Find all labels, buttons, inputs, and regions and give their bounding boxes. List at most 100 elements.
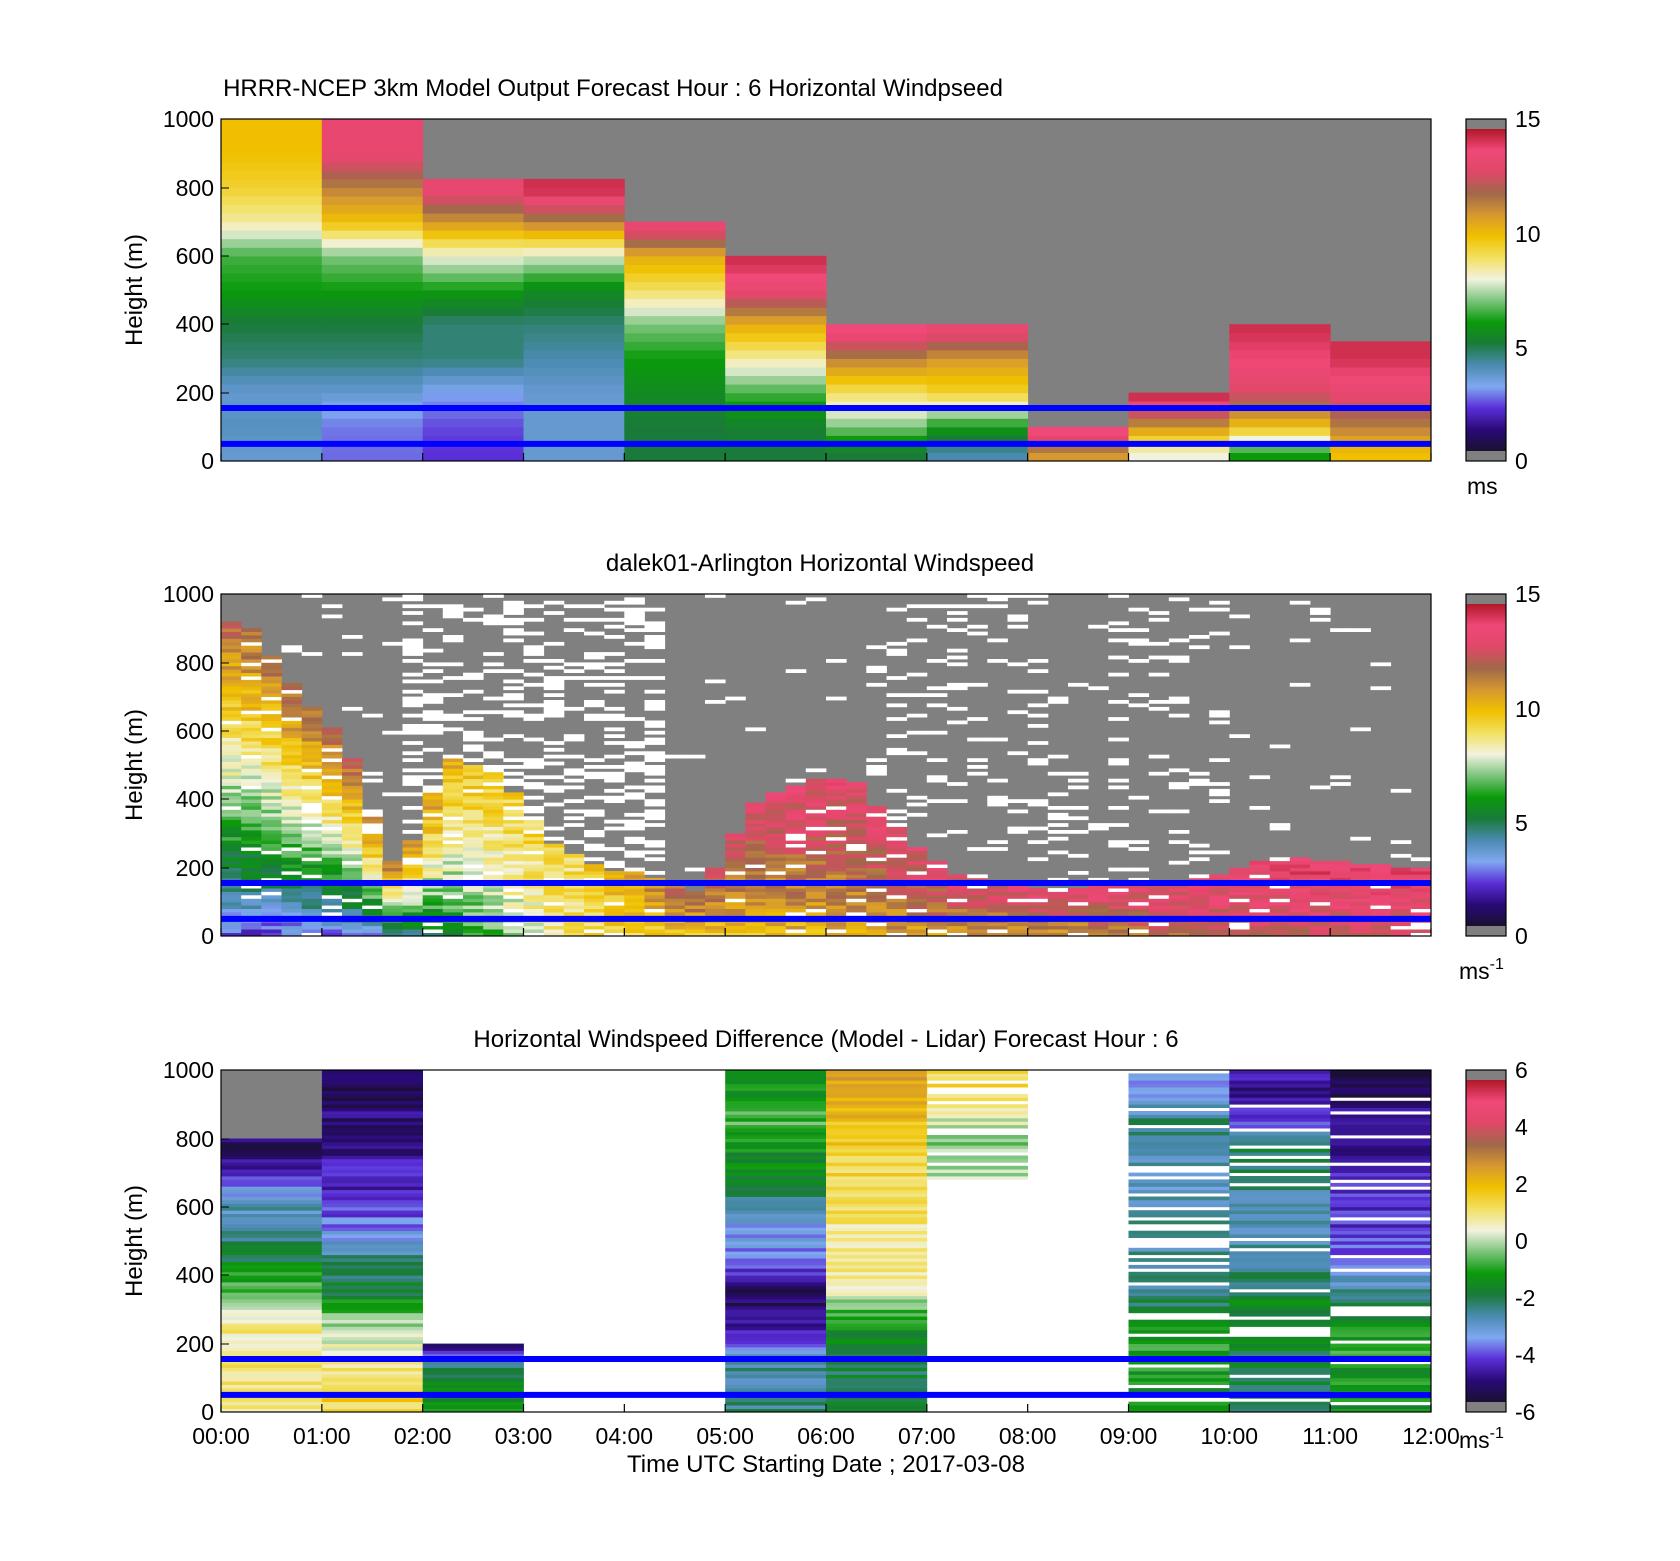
lidar-cell xyxy=(1108,806,1129,810)
lidar-cell xyxy=(362,778,383,783)
lidar-cell xyxy=(886,867,908,872)
diff-cell xyxy=(1330,1152,1432,1156)
lidar-cell xyxy=(503,850,524,855)
lidar-cell xyxy=(886,717,908,721)
model-cell xyxy=(221,307,323,317)
lidar-cell xyxy=(1128,703,1150,708)
diff-cell xyxy=(1229,1169,1331,1173)
lidar-cell xyxy=(906,932,928,937)
model-cell xyxy=(926,409,1029,419)
xtick-label: 00:00 xyxy=(192,1423,250,1449)
lidar-cell xyxy=(301,785,323,790)
lidar-cell xyxy=(725,905,746,909)
lidar-cell xyxy=(1330,901,1351,906)
diff-cell xyxy=(422,1371,524,1375)
lidar-cell xyxy=(463,717,484,721)
lidar-cell xyxy=(624,895,645,899)
lidar-cell xyxy=(362,891,383,896)
lidar-cell xyxy=(362,864,383,868)
lidar-cell xyxy=(1047,888,1069,892)
lidar-cell xyxy=(543,898,565,903)
lidar-cell xyxy=(422,884,444,889)
lidar-cell xyxy=(342,864,363,868)
lidar-cell xyxy=(261,932,282,937)
lidar-cell xyxy=(1128,908,1150,913)
lidar-cell xyxy=(684,925,706,930)
lidar-cell xyxy=(463,788,484,793)
lidar-cell xyxy=(1370,905,1392,909)
lidar-cell xyxy=(483,850,504,855)
diff-cell xyxy=(1229,1179,1331,1184)
lidar-cell xyxy=(826,830,847,834)
lidar-cell xyxy=(483,840,504,844)
lidar-cell xyxy=(1027,826,1049,831)
model-cell xyxy=(624,238,726,248)
model-cell xyxy=(422,221,524,231)
lidar-cell xyxy=(503,638,524,643)
lidar-cell xyxy=(563,853,585,858)
lidar-cell xyxy=(805,908,827,913)
lidar-cell xyxy=(281,785,303,790)
lidar-cell xyxy=(301,877,323,882)
colorbar-diff-frame xyxy=(1465,1069,1507,1413)
lidar-cell xyxy=(987,922,1008,927)
lidar-cell xyxy=(543,857,565,862)
diff-cell xyxy=(725,1203,827,1208)
lidar-cell xyxy=(987,891,1008,896)
diff-cell xyxy=(1330,1347,1432,1351)
model-cell xyxy=(221,221,323,231)
lidar-cell xyxy=(483,912,504,916)
diff-cell xyxy=(826,1350,928,1355)
lidar-cell xyxy=(624,932,645,937)
lidar-cell xyxy=(281,809,303,814)
lidar-cell xyxy=(906,905,928,909)
lidar-cell xyxy=(301,751,323,756)
model-cell xyxy=(523,204,625,214)
diff-cell xyxy=(926,1083,1028,1088)
lidar-cell xyxy=(604,901,625,906)
lidar-cell xyxy=(523,847,545,851)
lidar-cell xyxy=(221,830,242,834)
lidar-cell xyxy=(926,833,948,838)
lidar-cell xyxy=(221,682,242,687)
lidar-cell xyxy=(483,710,504,715)
diff-cell xyxy=(221,1186,323,1191)
lidar-cell xyxy=(261,847,282,851)
lidar-cell xyxy=(503,816,524,821)
lidar-cell xyxy=(765,840,787,844)
lidar-cell xyxy=(624,785,645,790)
model-cell xyxy=(221,392,323,402)
lidar-cell xyxy=(402,659,424,663)
lidar-cell xyxy=(624,607,645,612)
diff-cell xyxy=(725,1336,827,1341)
lidar-cell xyxy=(826,905,847,909)
lidar-cell xyxy=(1189,782,1210,786)
lidar-cell xyxy=(442,638,464,643)
lidar-cell xyxy=(1310,785,1331,790)
model-cell xyxy=(1229,452,1331,462)
lidar-cell xyxy=(1249,912,1271,916)
lidar-cell xyxy=(241,724,262,728)
lidar-cell xyxy=(1168,768,1190,773)
lidar-cell xyxy=(342,830,363,834)
diff-cell xyxy=(1330,1070,1432,1074)
lidar-cell xyxy=(402,929,424,933)
model-cell xyxy=(826,366,928,376)
diff-cell xyxy=(725,1080,827,1085)
lidar-cell xyxy=(241,833,262,838)
lidar-cell xyxy=(261,816,282,821)
diff-cell xyxy=(1229,1152,1331,1156)
lidar-cell xyxy=(342,929,363,933)
lidar-cell xyxy=(463,775,484,780)
lidar-cell xyxy=(221,679,242,684)
lidar-cell xyxy=(926,799,948,803)
lidar-cell xyxy=(241,816,262,821)
model-cell xyxy=(826,435,928,445)
diff-cell xyxy=(826,1251,928,1256)
lidar-cell xyxy=(785,785,807,790)
model-cell xyxy=(221,230,323,240)
lidar-cell xyxy=(1128,867,1150,872)
lidar-cell xyxy=(301,843,323,848)
model-cell xyxy=(926,452,1029,462)
lidar-cell xyxy=(584,775,605,780)
